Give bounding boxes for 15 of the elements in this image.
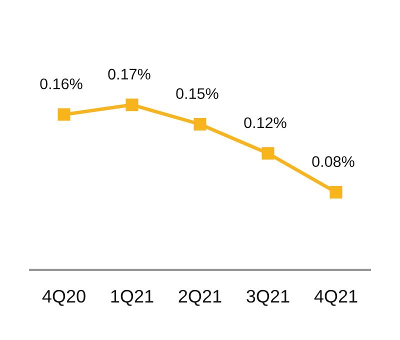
data-label: 0.08% xyxy=(312,156,354,168)
point xyxy=(330,186,342,198)
data-label: 0.17% xyxy=(108,68,150,80)
x-tick-label: 2Q21 xyxy=(178,290,222,306)
point xyxy=(194,118,206,130)
data-label: 0.16% xyxy=(40,78,82,90)
data-label: 0.12% xyxy=(244,117,286,128)
x-tick-label: 3Q21 xyxy=(246,290,290,306)
point xyxy=(262,147,274,160)
x-tick-label: 1Q21 xyxy=(111,290,154,306)
point xyxy=(58,108,70,121)
x-tick-label: 4Q20 xyxy=(42,290,86,306)
data-label: 0.15% xyxy=(176,88,218,100)
x-tick-label: 4Q21 xyxy=(314,290,358,306)
point xyxy=(126,98,138,112)
